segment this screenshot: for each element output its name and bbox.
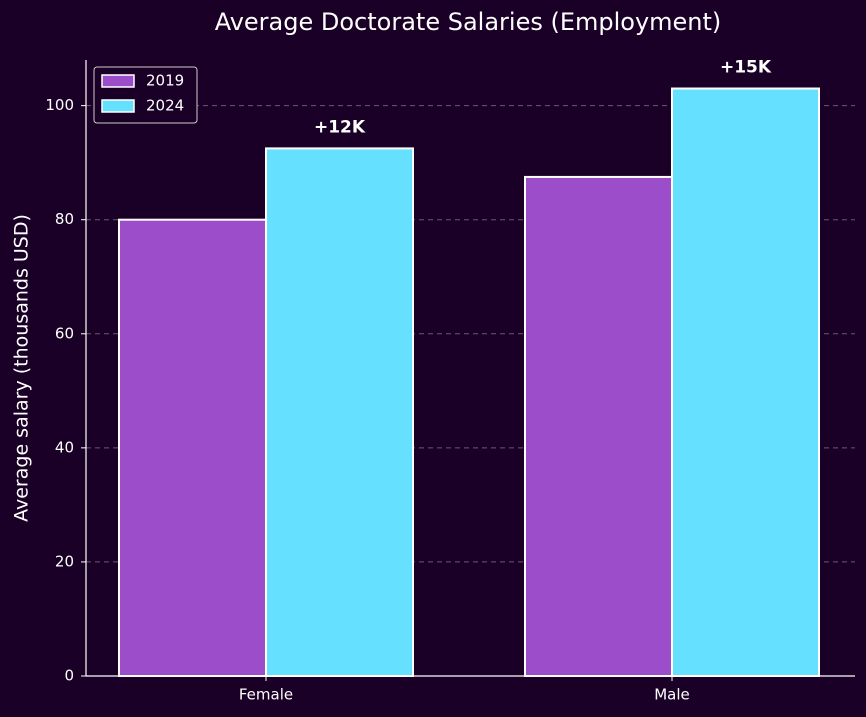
y-tick-label: 80 <box>55 210 74 228</box>
legend-swatch <box>101 99 135 113</box>
annotation: +12K <box>314 117 366 137</box>
y-tick-label: 60 <box>55 324 74 342</box>
bar <box>265 147 414 677</box>
x-tick-label: Male <box>654 686 690 704</box>
y-tick-label: 100 <box>45 96 74 114</box>
annotation: +15K <box>720 58 772 78</box>
y-axis-label: Average salary (thousands USD) <box>11 214 33 522</box>
x-tick-label: Female <box>239 686 293 704</box>
legend-swatch <box>101 74 135 88</box>
legend-label: 2024 <box>146 97 184 115</box>
chart-title: Average Doctorate Salaries (Employment) <box>215 8 722 36</box>
bar <box>118 218 267 677</box>
bar <box>524 175 673 677</box>
bar <box>671 87 820 678</box>
y-tick-label: 0 <box>64 667 74 685</box>
y-tick-label: 40 <box>55 438 74 456</box>
legend-label: 2019 <box>146 72 184 90</box>
y-tick-label: 20 <box>55 552 74 570</box>
